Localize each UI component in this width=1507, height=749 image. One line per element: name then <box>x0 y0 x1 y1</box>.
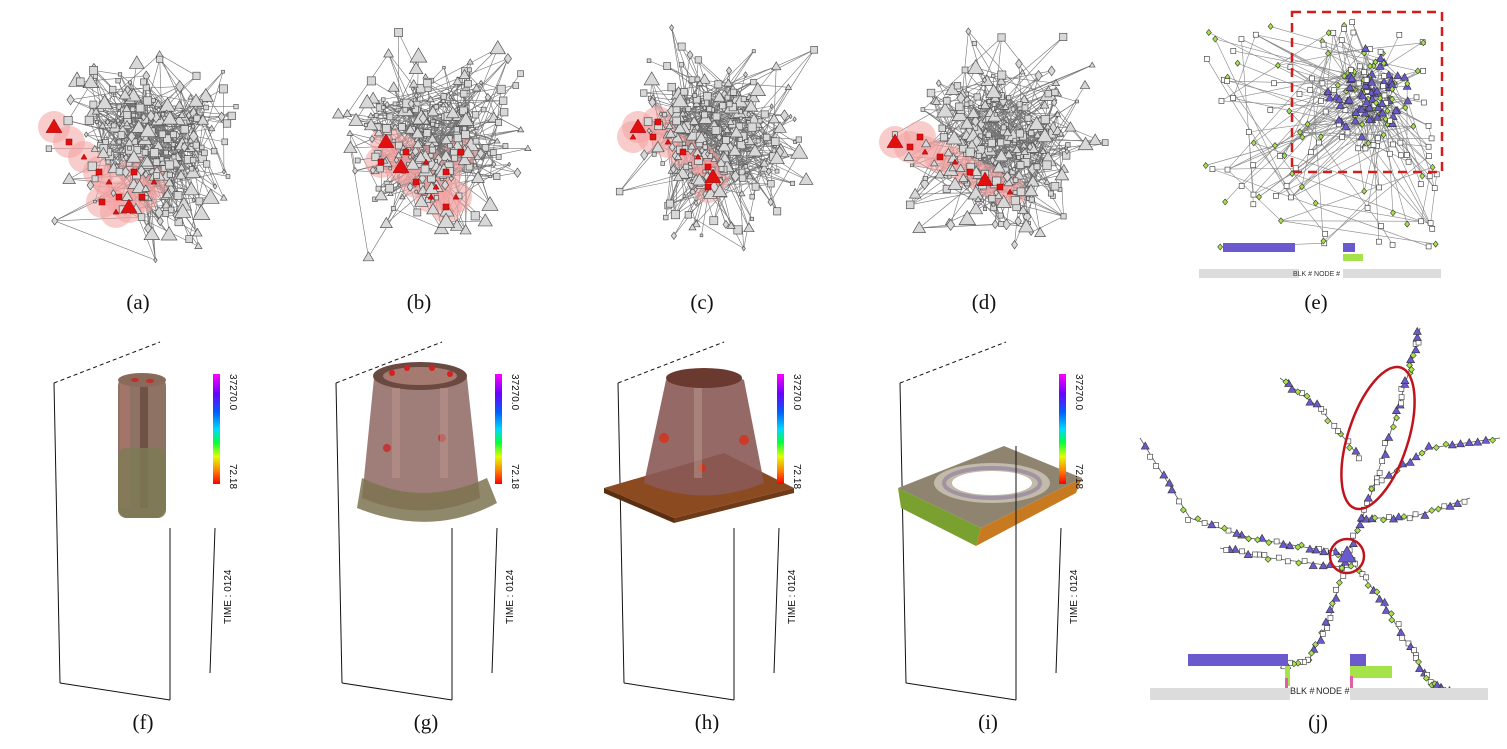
bounding-box <box>335 341 498 701</box>
histogram-bar-blk <box>1223 243 1295 252</box>
volume-panel-g: 37270.0 72.18 TIME : 0124 <box>322 328 562 706</box>
axis-bar-left <box>1150 688 1290 700</box>
histogram-bar-node <box>1343 243 1355 252</box>
selection-box <box>1290 10 1444 174</box>
caption-j: (j) <box>1308 710 1328 734</box>
colorbar-max: 37270.0 <box>791 374 802 411</box>
graph-nodes <box>615 24 818 252</box>
histogram-bar-node <box>1350 654 1366 666</box>
volume-panel-f: 37270.0 72.18 TIME : 0124 <box>40 328 280 706</box>
graph-panel-j: BLK # NODE # <box>1130 318 1507 708</box>
time-label: TIME : 0124 <box>505 569 516 624</box>
volume-panel-h: 37270.0 72.18 TIME : 0124 <box>604 328 844 706</box>
caption-h: (h) <box>694 710 720 734</box>
caption-c: (c) <box>690 290 714 314</box>
histogram-bar-blk-pink <box>1285 678 1288 688</box>
time-label: TIME : 0124 <box>1069 569 1080 624</box>
axis-bar-right <box>1343 269 1441 278</box>
graph-network <box>1202 19 1440 251</box>
histogram-bar-node-green <box>1343 254 1363 261</box>
volume-render-cylinder <box>357 362 497 522</box>
colorbar-max: 37270.0 <box>509 374 520 411</box>
colorbar <box>213 374 220 484</box>
colorbar-min: 72.18 <box>791 464 802 489</box>
caption-e: (e) <box>1304 290 1328 314</box>
colorbar-min: 72.18 <box>1073 464 1084 489</box>
histogram-bar-blk-green <box>1285 666 1290 686</box>
volume-panel-i: 37270.0 72.18 TIME : 0124 <box>886 328 1126 706</box>
graph-panel-e: BLK # NODE # <box>1185 2 1455 282</box>
caption-b: (b) <box>406 290 432 314</box>
volume-render-column <box>118 373 166 518</box>
axis-bar-left <box>1199 269 1299 278</box>
colorbar-max: 37270.0 <box>227 374 238 411</box>
time-label: TIME : 0124 <box>787 569 798 624</box>
caption-d: (d) <box>971 290 997 314</box>
graph-panel-a <box>4 2 274 280</box>
histogram-bar-node-pink <box>1350 676 1353 688</box>
bounding-box <box>899 341 1062 701</box>
highlight-nodes <box>629 118 722 191</box>
graph-nodes <box>45 50 239 264</box>
axis-label: BLK # NODE # <box>1293 271 1340 278</box>
axis-label-blk: BLK # <box>1290 686 1315 696</box>
graph-panel-c <box>568 2 838 280</box>
graph-branches <box>1139 326 1501 694</box>
highlight-nodes <box>886 133 1014 195</box>
colorbar <box>1059 374 1066 484</box>
caption-a: (a) <box>126 290 150 314</box>
highlight-nodes <box>45 118 158 215</box>
colorbar-max: 37270.0 <box>1073 374 1084 411</box>
graph-panel-b <box>286 2 556 280</box>
caption-g: (g) <box>413 710 439 734</box>
time-label: TIME : 0124 <box>223 569 234 624</box>
histogram-bar-node-green <box>1350 666 1392 678</box>
highlight-nodes <box>377 133 465 211</box>
axis-bar-right <box>1350 688 1488 700</box>
annotation-ellipse <box>1340 365 1416 511</box>
colorbar-min: 72.18 <box>227 464 238 489</box>
caption-i: (i) <box>978 710 998 734</box>
annotation-circle <box>1328 537 1366 575</box>
colorbar <box>777 374 784 484</box>
volume-render-ring <box>898 446 1082 548</box>
graph-nodes <box>891 27 1109 250</box>
axis-label-node: NODE # <box>1316 686 1350 696</box>
volume-render-dome <box>604 368 794 523</box>
graph-panel-d <box>850 2 1120 280</box>
graph-nodes <box>332 28 532 262</box>
bounding-box <box>617 341 780 701</box>
histogram-bar-blk <box>1188 654 1288 666</box>
bounding-box <box>53 341 216 701</box>
caption-f: (f) <box>132 710 154 734</box>
colorbar <box>495 374 502 484</box>
colorbar-min: 72.18 <box>509 464 520 489</box>
